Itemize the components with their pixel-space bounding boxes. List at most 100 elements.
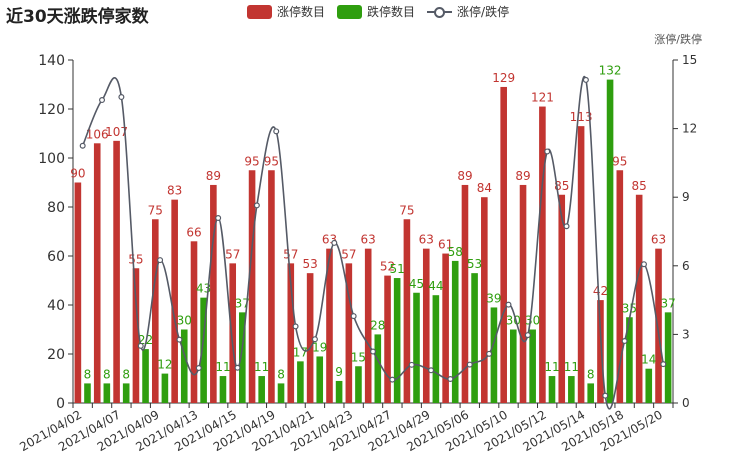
left-axis-tick-label: 40 <box>47 298 65 314</box>
bar-limit-down <box>335 380 343 403</box>
legend: 涨停数目 跌停数目 涨停/跌停 <box>247 3 521 20</box>
bar-limit-up <box>248 170 256 403</box>
ratio-point <box>563 223 570 230</box>
bar-limit-down <box>548 376 556 403</box>
bar-limit-down <box>219 376 227 403</box>
bar-label-limit-up: 42 <box>593 284 608 298</box>
bar-limit-down <box>239 312 246 403</box>
bar-label-limit-up: 63 <box>651 233 666 247</box>
ratio-point <box>311 336 318 343</box>
ratio-point <box>621 338 628 345</box>
bar-label-limit-down: 11 <box>544 360 559 374</box>
left-axis-tick-label: 0 <box>56 396 65 412</box>
ratio-point <box>466 361 473 368</box>
ratio-point <box>447 375 454 382</box>
bar-label-limit-down: 39 <box>486 291 501 305</box>
legend-item-ratio[interactable]: 涨停/跌停 <box>427 3 509 20</box>
bar-label-limit-up: 57 <box>225 247 240 261</box>
bar-label-limit-down: 9 <box>335 365 343 379</box>
left-axis-tick-label: 80 <box>47 200 65 216</box>
bar-limit-up <box>539 106 546 404</box>
bar-limit-up <box>93 143 101 404</box>
ratio-point <box>505 301 512 308</box>
legend-item-limit-down[interactable]: 跌停数目 <box>337 3 415 20</box>
bar-label-limit-down: 11 <box>254 360 269 374</box>
chart-title: 近30天涨跌停家数 <box>6 7 149 27</box>
ratio-point <box>602 392 609 399</box>
right-axis-tick-label: 9 <box>682 190 690 204</box>
right-axis-tick-label: 0 <box>682 396 690 410</box>
bar-limit-down <box>529 329 536 403</box>
ratio-point <box>408 361 415 368</box>
ratio-point <box>486 350 493 357</box>
bar-limit-up <box>210 184 217 403</box>
bar-limit-up <box>345 263 353 403</box>
left-axis-tick-label: 20 <box>47 347 65 363</box>
right-axis-tick-label: 3 <box>682 327 690 341</box>
ratio-point <box>640 261 647 268</box>
bar-label-limit-down: 58 <box>448 245 463 259</box>
left-axis-tick-label: 60 <box>47 249 65 265</box>
bar-label-limit-down: 51 <box>390 262 405 276</box>
ratio-point <box>99 97 106 104</box>
bar-label-limit-up: 90 <box>70 167 85 181</box>
bar-limit-down <box>645 368 653 403</box>
left-axis-tick-label: 140 <box>38 53 65 69</box>
bar-limit-down <box>142 349 149 403</box>
ratio-point <box>215 215 222 222</box>
bar-label-limit-up: 63 <box>419 233 434 247</box>
bar-limit-down <box>103 383 111 403</box>
right-axis-tick-label: 12 <box>682 122 697 136</box>
bar-label-limit-down: 12 <box>157 358 172 372</box>
ratio-point <box>389 376 396 383</box>
legend-swatch-green <box>337 4 363 19</box>
bar-limit-up <box>171 199 178 403</box>
bar-limit-down <box>355 366 362 403</box>
bar-limit-up <box>655 248 662 403</box>
legend-swatch-red <box>247 4 272 19</box>
legend-line-icon <box>427 5 453 19</box>
bar-limit-down <box>161 373 169 403</box>
bar-label-limit-up: 57 <box>283 247 298 261</box>
bar-label-limit-up: 89 <box>206 169 221 183</box>
bar-label-limit-down: 8 <box>103 367 111 381</box>
bar-label-limit-up: 89 <box>457 169 472 183</box>
ratio-point <box>195 365 202 372</box>
bar-limit-up <box>461 184 469 403</box>
bar-limit-down <box>626 317 633 403</box>
bar-label-limit-down: 8 <box>587 367 595 381</box>
bar-label-limit-down: 30 <box>525 314 540 328</box>
bar-limit-up <box>364 248 372 403</box>
bar-limit-up <box>422 248 430 403</box>
bar-limit-up <box>287 263 295 403</box>
bar-label-limit-up: 89 <box>515 169 530 183</box>
legend-item-limit-up[interactable]: 涨停数目 <box>247 3 325 20</box>
bar-label-limit-down: 11 <box>215 360 230 374</box>
ratio-line <box>81 75 665 410</box>
bar-limit-down <box>316 356 324 403</box>
bar-limit-up <box>268 170 275 403</box>
bar-label-limit-down: 30 <box>506 314 521 328</box>
bar-limit-up <box>384 275 391 403</box>
bar-label-limit-up: 95 <box>264 154 279 168</box>
bar-limit-down <box>277 383 285 403</box>
bar-limit-down <box>84 383 91 403</box>
bar-limit-up <box>229 263 237 403</box>
bar-label-limit-up: 61 <box>438 238 453 252</box>
ratio-point <box>524 332 531 339</box>
ratio-point <box>234 364 241 371</box>
bar-limit-up <box>635 194 643 403</box>
left-axis-tick-label: 120 <box>38 102 65 118</box>
left-axis-tick-label: 100 <box>38 151 65 167</box>
bar-limit-up <box>151 219 159 403</box>
bar-limit-up <box>616 170 624 403</box>
ratio-point <box>273 128 280 135</box>
bar-limit-down <box>258 376 265 403</box>
bar-label-limit-down: 15 <box>351 350 366 364</box>
bar-limit-up <box>597 300 604 403</box>
bar-label-limit-up: 95 <box>244 154 259 168</box>
legend-label-limit-up: 涨停数目 <box>277 5 326 19</box>
bar-limit-down <box>451 260 459 403</box>
bar-label-limit-up: 57 <box>341 247 356 261</box>
